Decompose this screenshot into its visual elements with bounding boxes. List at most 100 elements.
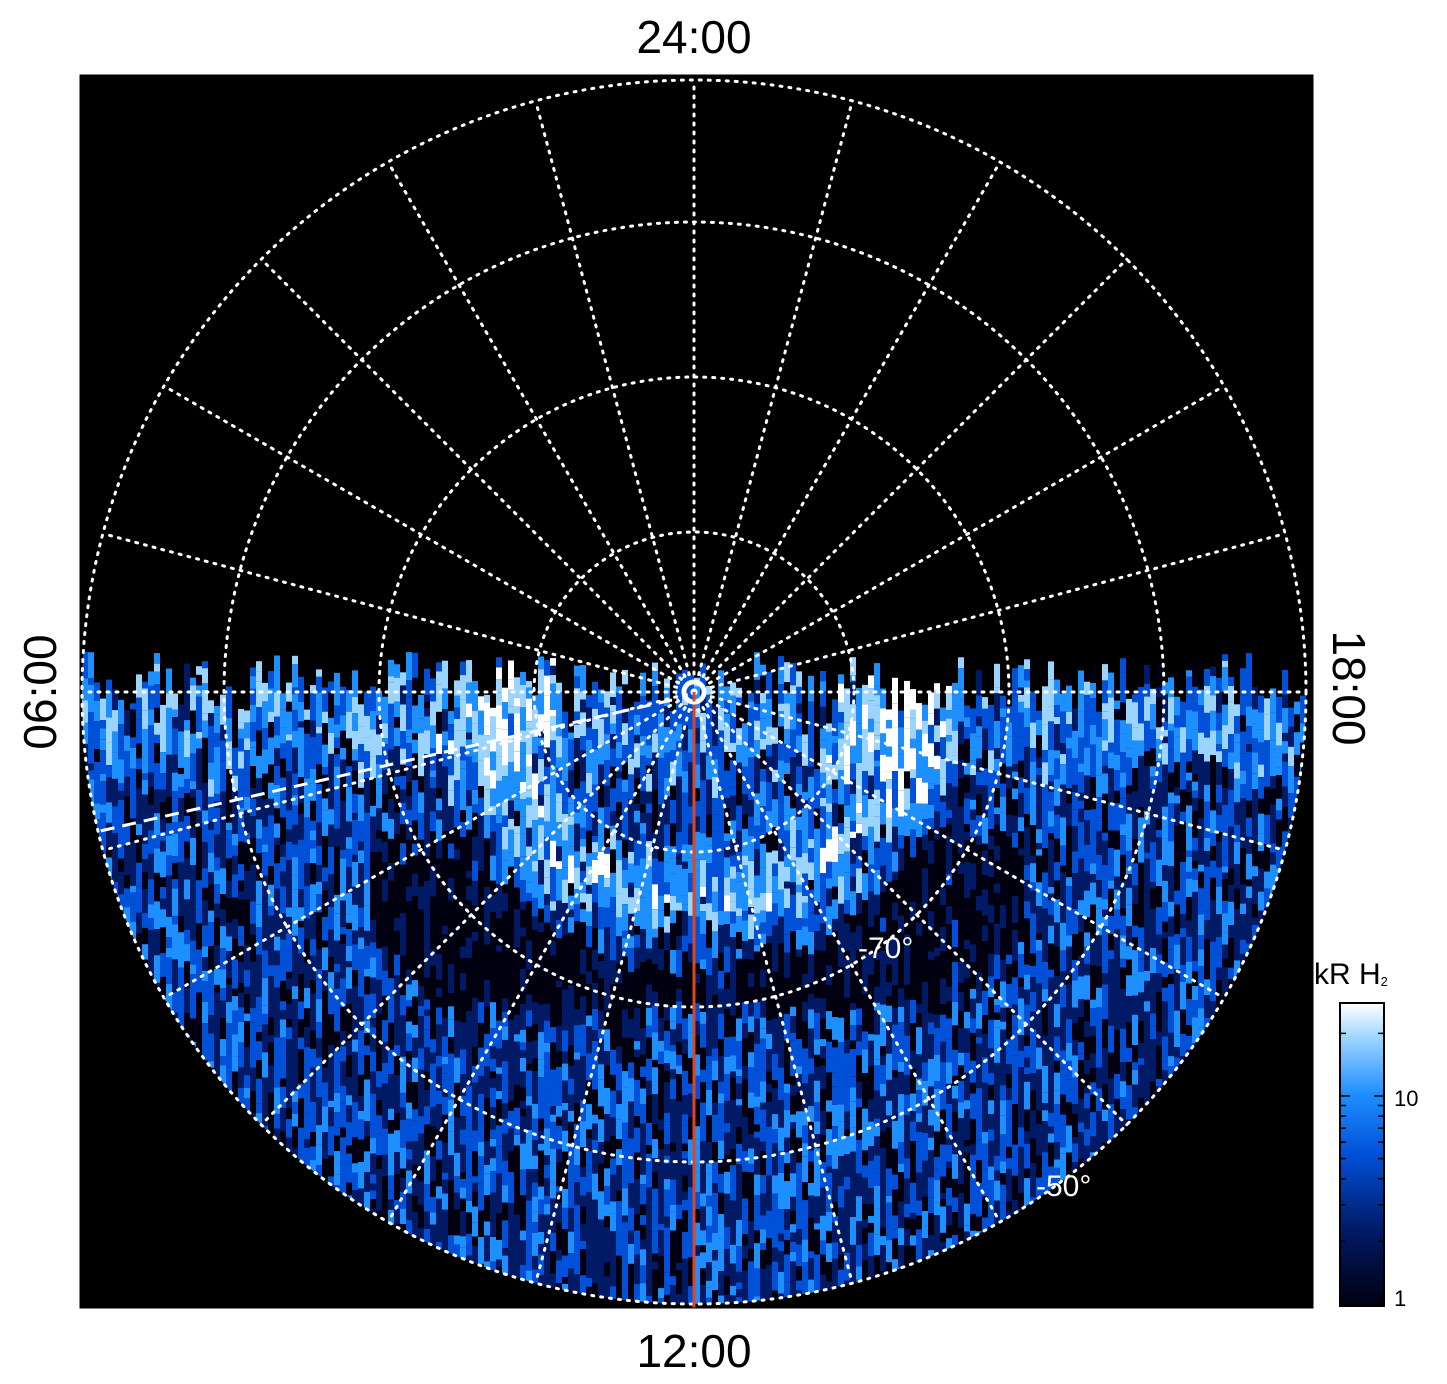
emission-pixel [664, 1163, 670, 1179]
emission-pixel [820, 1018, 826, 1040]
emission-pixel [514, 677, 520, 698]
emission-pixel [526, 1169, 532, 1183]
emission-pixel [358, 974, 364, 997]
emission-pixel [490, 969, 496, 988]
emission-pixel [814, 1066, 820, 1081]
emission-pixel [694, 764, 700, 789]
emission-pixel [340, 1061, 346, 1086]
emission-pixel [850, 974, 856, 996]
emission-pixel [712, 831, 718, 851]
emission-pixel [100, 812, 106, 837]
emission-pixel [766, 957, 772, 970]
emission-pixel [826, 906, 832, 916]
emission-pixel [586, 1129, 592, 1139]
emission-pixel [478, 964, 484, 985]
emission-pixel [346, 837, 352, 849]
emission-pixel [838, 931, 844, 950]
emission-pixel [784, 1265, 790, 1283]
emission-pixel [466, 790, 472, 807]
emission-pixel [424, 797, 430, 811]
emission-pixel [136, 743, 142, 759]
emission-pixel [724, 1171, 730, 1194]
emission-pixel [472, 1236, 478, 1247]
emission-pixel [610, 1213, 616, 1231]
emission-pixel [142, 681, 148, 689]
emission-pixel [436, 662, 442, 672]
emission-pixel [418, 924, 424, 938]
emission-pixel [850, 794, 856, 821]
emission-pixel [604, 1168, 610, 1187]
emission-pixel [400, 704, 406, 731]
emission-pixel [544, 784, 550, 796]
emission-pixel [814, 875, 820, 903]
emission-pixel [856, 786, 862, 803]
emission-pixel [532, 1211, 538, 1223]
emission-pixel [268, 1035, 274, 1043]
emission-pixel [490, 1046, 496, 1059]
emission-pixel [268, 671, 274, 689]
emission-pixel [460, 1049, 466, 1075]
emission-pixel [592, 852, 598, 860]
emission-pixel [778, 656, 784, 668]
emission-pixel [844, 1039, 850, 1054]
emission-pixel [712, 1290, 718, 1304]
emission-pixel [814, 902, 820, 915]
emission-pixel [346, 928, 352, 946]
emission-pixel [466, 1011, 472, 1038]
emission-pixel [286, 740, 292, 760]
emission-pixel [634, 989, 640, 1008]
emission-pixel [724, 1009, 730, 1037]
emission-pixel [862, 704, 868, 729]
emission-pixel [730, 1137, 736, 1150]
emission-pixel [772, 925, 778, 949]
emission-pixel [652, 955, 658, 964]
emission-pixel [736, 851, 742, 872]
emission-pixel [790, 819, 796, 848]
emission-pixel [712, 1102, 718, 1115]
emission-pixel [370, 1112, 376, 1125]
emission-pixel [184, 930, 190, 945]
emission-pixel [766, 796, 772, 812]
emission-pixel [292, 730, 298, 748]
emission-pixel [862, 771, 868, 795]
emission-pixel [250, 989, 256, 1009]
emission-pixel [358, 927, 364, 938]
emission-pixel [358, 996, 364, 1018]
emission-pixel [130, 1306, 136, 1331]
emission-pixel [472, 1065, 478, 1083]
emission-pixel [658, 1275, 664, 1289]
emission-pixel [592, 1078, 598, 1090]
emission-pixel [808, 1028, 814, 1045]
emission-pixel [844, 1154, 850, 1177]
emission-pixel [178, 774, 184, 787]
emission-pixel [190, 721, 196, 734]
emission-pixel [250, 1043, 256, 1068]
emission-pixel [778, 752, 784, 761]
emission-pixel [874, 804, 880, 817]
emission-pixel [214, 1001, 220, 1028]
emission-pixel [412, 652, 418, 678]
emission-pixel [406, 949, 412, 970]
emission-pixel [202, 690, 208, 714]
emission-pixel [712, 1161, 718, 1184]
emission-pixel [244, 810, 250, 833]
emission-pixel [724, 1294, 730, 1304]
emission-pixel [250, 880, 256, 902]
emission-pixel [724, 1081, 730, 1101]
emission-pixel [412, 1016, 418, 1025]
emission-pixel [364, 1121, 370, 1137]
emission-pixel [490, 855, 496, 881]
emission-pixel [346, 787, 352, 811]
emission-pixel [682, 1125, 688, 1144]
emission-pixel [784, 881, 790, 889]
emission-pixel [430, 788, 436, 812]
emission-pixel [490, 1129, 496, 1139]
emission-pixel [682, 927, 688, 936]
emission-pixel [400, 1147, 406, 1169]
emission-pixel [352, 854, 358, 862]
emission-pixel [790, 757, 796, 776]
emission-pixel [808, 1270, 814, 1280]
emission-pixel [484, 864, 490, 887]
emission-pixel [442, 731, 448, 740]
emission-pixel [478, 744, 484, 761]
